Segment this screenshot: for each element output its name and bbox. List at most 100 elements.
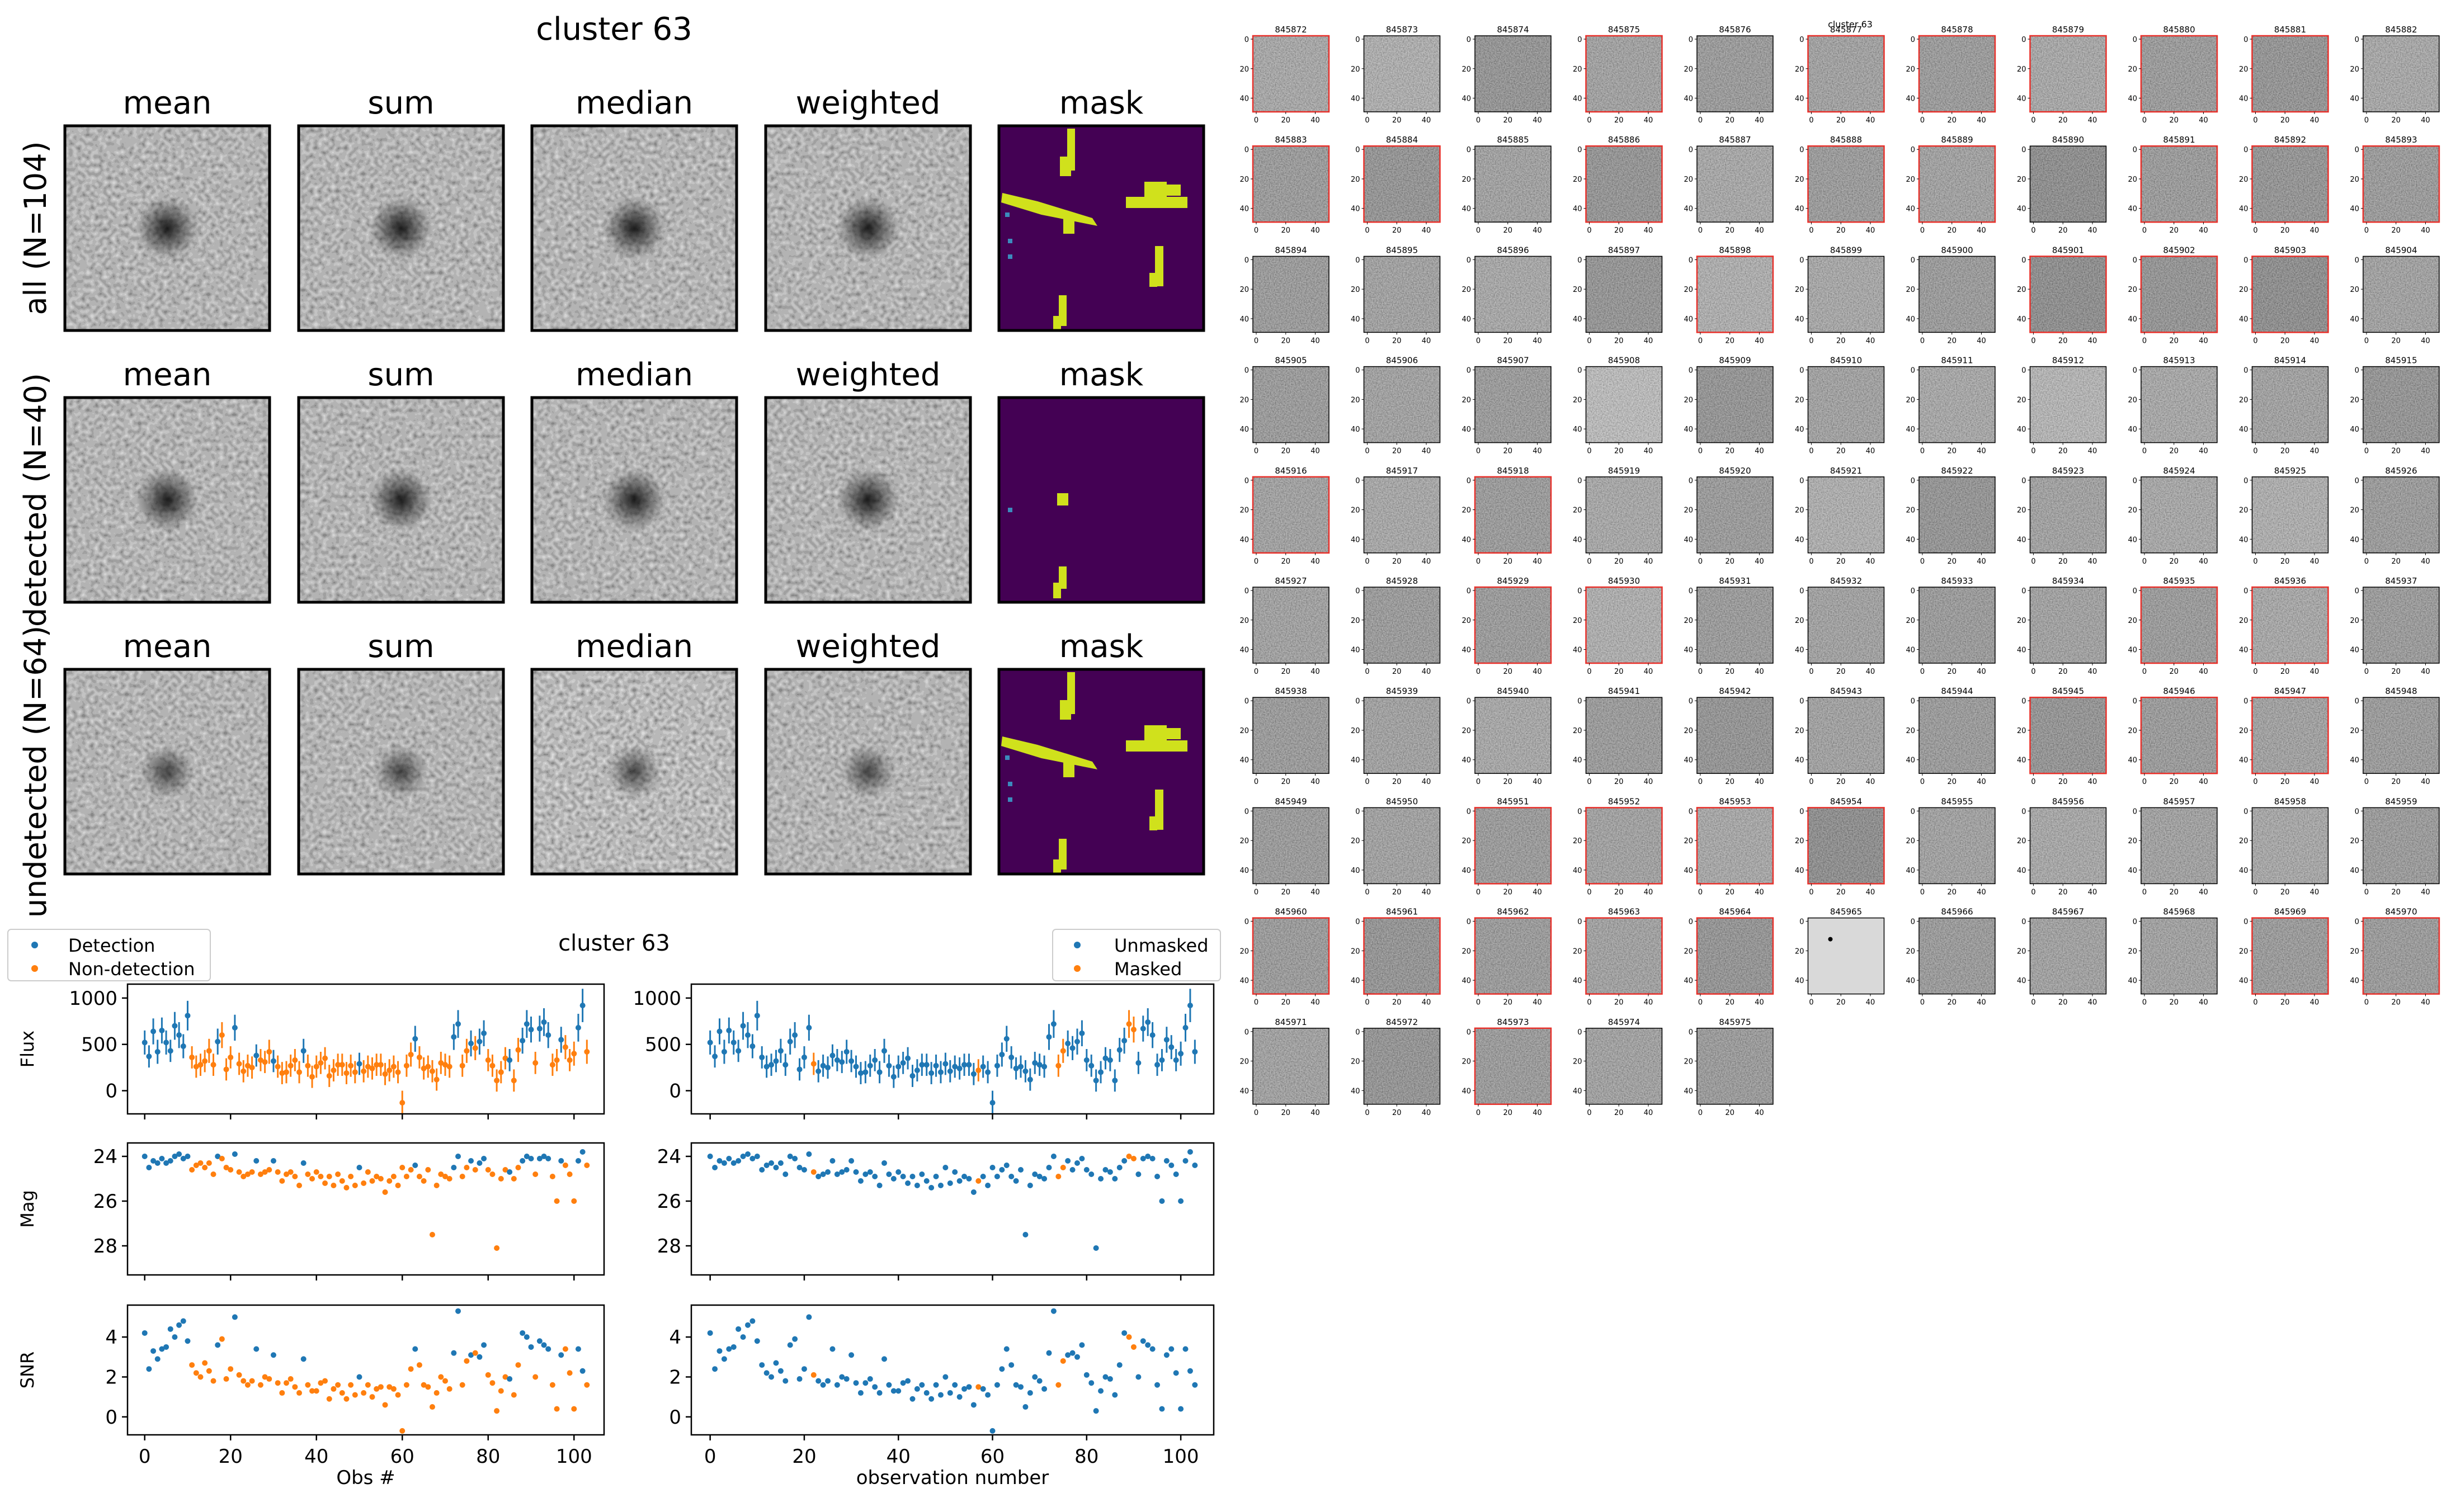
data-point	[421, 1178, 427, 1184]
mask-image	[999, 398, 1204, 602]
thumbnail-y-tick-label: 0	[2021, 256, 2026, 264]
data-point	[528, 1156, 534, 1161]
thumbnail-y-tick-label: 40	[1906, 646, 1915, 655]
data-point	[485, 1372, 491, 1378]
thumbnail-noise	[2141, 697, 2217, 774]
thumbnail-x-tick-label: 0	[1476, 1109, 1481, 1117]
data-point	[253, 1158, 260, 1164]
thumbnail-y-tick-label: 20	[1351, 617, 1360, 625]
data-point	[895, 1388, 902, 1394]
data-point	[740, 1154, 746, 1159]
thumbnail-noise	[1808, 587, 1884, 663]
thumbnail-x-tick-label: 40	[2310, 226, 2319, 235]
thumbnail-frame	[1363, 697, 1441, 774]
thumbnail-noise	[1697, 366, 1773, 443]
thumbnail-frame	[2140, 145, 2218, 223]
thumbnail-noise	[2141, 587, 2217, 663]
thumbnail-x-tick-label: 0	[1698, 557, 1703, 566]
data-point	[331, 1067, 337, 1074]
thumbnail-y-tick-label: 20	[2350, 727, 2359, 735]
thumbnail-y-tick-label: 40	[2128, 205, 2137, 214]
data-point	[1126, 1154, 1132, 1159]
data-point	[999, 1366, 1005, 1372]
thumbnail-y-tick-label: 40	[2239, 867, 2248, 875]
thumbnail-y-tick-label: 20	[2350, 286, 2359, 294]
thumbnail-y-tick-label: 0	[2133, 146, 2137, 154]
thumbnail-x-tick-label: 40	[2088, 778, 2097, 786]
thumbnail-x-tick-label: 0	[1587, 999, 1591, 1007]
lightcurve-title: cluster 63	[558, 930, 670, 956]
thumbnail-noise	[2252, 146, 2328, 223]
data-point	[895, 1169, 902, 1175]
thumbnail-frame	[1474, 1027, 1552, 1105]
thumbnail-x-tick-label: 20	[1947, 557, 1956, 566]
thumbnail-noise	[1253, 1028, 1329, 1104]
data-point	[773, 1360, 779, 1366]
thumbnail-frame	[1696, 807, 1774, 885]
data-point	[787, 1038, 793, 1045]
thumbnail-y-tick-label: 0	[1799, 807, 1804, 816]
data-point	[1069, 1350, 1076, 1356]
data-point	[313, 1169, 319, 1175]
thumbnail-y-tick-label: 20	[1906, 507, 1915, 515]
data-point	[980, 1064, 986, 1070]
data-point	[348, 1382, 354, 1388]
data-point	[374, 1062, 380, 1068]
thumbnail-frame	[1474, 697, 1552, 774]
thumbnail-y-tick-label: 20	[2350, 396, 2359, 404]
thumbnail-x-tick-label: 40	[1866, 778, 1875, 786]
thumbnail-y-tick-label: 20	[1461, 65, 1471, 74]
thumbnail-x-tick-label: 40	[2088, 557, 2097, 566]
data-point	[1088, 1062, 1095, 1069]
thumbnail-id: 845973	[1497, 1017, 1529, 1027]
data-point	[524, 1154, 530, 1159]
thumbnail-y-tick-label: 40	[1906, 757, 1915, 765]
y-tick-label: 4	[105, 1326, 117, 1349]
data-point	[142, 1330, 148, 1336]
legend-left: Detection Non-detection	[7, 929, 211, 981]
thumbnail-x-tick-label: 40	[2199, 668, 2208, 676]
thumbnail-x-tick-label: 20	[1503, 447, 1512, 456]
data-point	[472, 1350, 478, 1356]
thumbnail-y-tick-label: 40	[1351, 757, 1360, 765]
data-point	[369, 1394, 375, 1400]
thumbnail-id: 845957	[2163, 796, 2195, 806]
thumbnail-id: 845903	[2274, 245, 2306, 255]
thumbnail-x-tick-label: 0	[1587, 337, 1591, 345]
data-point	[736, 1326, 742, 1332]
thumbnail-x-tick-label: 20	[1503, 888, 1512, 896]
thumbnail-x-tick-label: 40	[1422, 557, 1431, 566]
thumbnail-y-tick-label: 20	[2017, 617, 2026, 625]
thumbnail-y-tick-label: 40	[1795, 95, 1804, 103]
data-point	[416, 1174, 422, 1179]
thumbnail-noise	[1475, 807, 1551, 884]
data-point	[279, 1390, 285, 1396]
thumbnail-id: 845889	[1941, 135, 1973, 145]
data-point	[928, 1185, 935, 1190]
data-point	[520, 1038, 526, 1044]
thumbnail-x-tick-label: 20	[1281, 557, 1290, 566]
thumbnail-x-tick-label: 0	[1365, 778, 1369, 786]
thumbnail-y-tick-label: 0	[1355, 146, 1360, 154]
thumbnail-noise	[1697, 146, 1773, 223]
thumbnail-y-tick-label: 0	[1244, 146, 1249, 154]
data-point	[412, 1036, 418, 1042]
thumbnail-x-tick-label: 0	[2253, 226, 2257, 235]
data-point	[416, 1054, 422, 1060]
thumbnail-y-tick-label: 20	[1906, 837, 1915, 845]
data-point	[730, 1160, 737, 1166]
data-point	[796, 1376, 803, 1382]
thumbnail-y-tick-label: 20	[2128, 947, 2137, 956]
thumbnail-y-tick-label: 40	[1684, 205, 1693, 214]
data-point	[287, 1062, 294, 1069]
data-point	[275, 1064, 281, 1070]
data-point	[459, 1382, 465, 1388]
thumbnail-x-tick-label: 40	[2310, 888, 2319, 896]
thumbnail-frame	[2251, 366, 2329, 443]
data-point	[536, 1026, 543, 1032]
thumbnail-noise	[2363, 476, 2439, 553]
data-point	[575, 1346, 581, 1352]
